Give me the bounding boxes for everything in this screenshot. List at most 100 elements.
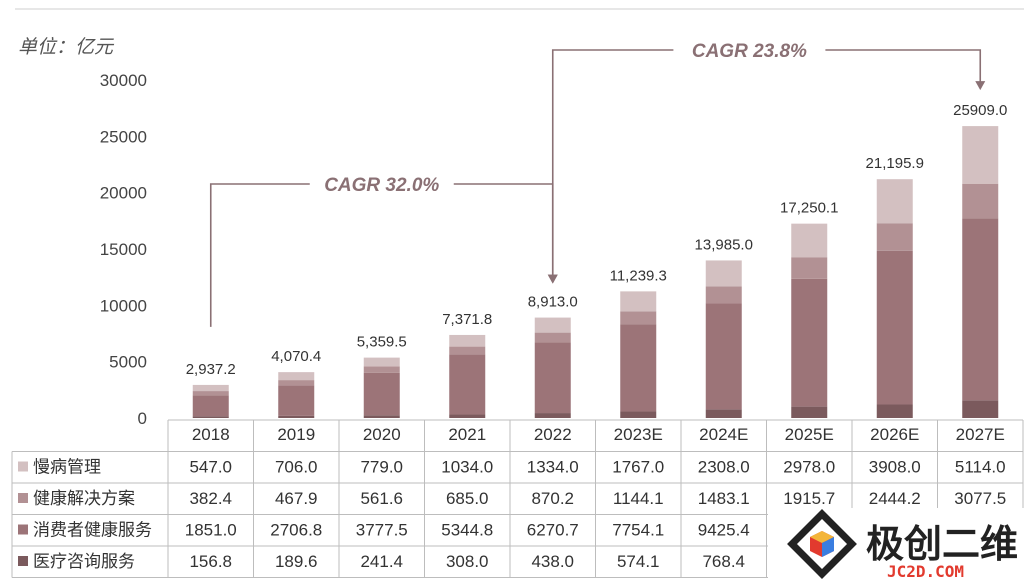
cagr-label: CAGR 32.0%	[324, 175, 439, 196]
x-category-label: 2018	[192, 425, 230, 444]
cagr-label: CAGR 23.8%	[692, 41, 807, 62]
cagr-arrow-icon	[975, 81, 986, 91]
table-cell: 1851.0	[185, 521, 237, 540]
bar-segment	[620, 411, 657, 418]
bar-segment	[534, 332, 571, 343]
bar-segment	[876, 404, 913, 418]
bar-segment	[620, 291, 657, 312]
bar-segment	[534, 342, 571, 414]
unit-label: 单位：亿元	[18, 36, 115, 58]
total-label: 17,250.1	[780, 200, 838, 217]
bar-segment	[705, 303, 742, 410]
x-category-label: 2019	[277, 425, 315, 444]
x-category-label: 2022	[534, 425, 572, 444]
watermark-text: 极创二维	[866, 522, 1018, 566]
table-cell: 382.4	[189, 489, 232, 508]
bar-segment	[534, 317, 571, 333]
bar-segment	[705, 286, 742, 304]
table-cell: 685.0	[446, 489, 489, 508]
table-cell: 2978.0	[783, 458, 835, 477]
bar-segment	[278, 380, 315, 386]
legend-label: 医疗咨询服务	[33, 552, 135, 571]
table-cell: 9425.4	[698, 521, 750, 540]
x-category-label: 2025E	[785, 425, 834, 444]
bar-segment	[876, 250, 913, 405]
table-cell: 3908.0	[869, 458, 921, 477]
total-label: 4,070.4	[271, 348, 321, 365]
table-cell: 467.9	[275, 489, 318, 508]
legend-swatch	[18, 493, 28, 503]
data-table: 2018 2019 2020 2021 2022 2023E 2024E 2025E 2026E…	[11, 419, 1024, 578]
bar-segment	[363, 357, 400, 367]
total-label: 8,913.0	[528, 294, 578, 311]
table-cell: 156.8	[189, 552, 232, 571]
bar-segment	[791, 257, 828, 279]
table-cell: 574.1	[617, 552, 660, 571]
table-cell: 241.4	[360, 552, 403, 571]
bar-segment	[962, 218, 999, 401]
table-cell: 1334.0	[527, 458, 579, 477]
total-label: 11,239.3	[610, 267, 667, 284]
bar-segment	[791, 223, 828, 258]
total-label: 21,195.9	[866, 155, 924, 172]
bar-segment	[449, 334, 486, 347]
legend-label: 消费者健康服务	[33, 521, 152, 540]
table-cell: 1767.0	[612, 458, 664, 477]
watermark: 极创二维 JC2D.COM	[768, 508, 1028, 585]
cagr-annotations: CAGR 32.0% CAGR 23.8%	[209, 41, 986, 327]
bar-segment	[192, 384, 229, 392]
table-cell: 2444.2	[869, 489, 921, 508]
bar-segment	[192, 391, 229, 396]
bar-segment	[534, 413, 571, 418]
table-cell: 779.0	[360, 458, 403, 477]
total-label: 7,371.8	[442, 311, 492, 328]
bar-segment	[363, 415, 400, 418]
bars	[192, 126, 999, 418]
cagr-line-left	[209, 183, 310, 327]
table-cell: 1144.1	[613, 489, 664, 508]
total-labels: 2,937.2 4,070.4 5,359.5 7,371.8 8,913.0 11,23…	[186, 102, 1008, 378]
bar-segment	[791, 406, 828, 418]
x-category-label: 2023E	[614, 425, 663, 444]
cagr-line-right	[453, 183, 554, 276]
table-cell: 1034.0	[441, 458, 493, 477]
table-cell: 1483.1	[698, 489, 750, 508]
table-cell: 706.0	[275, 458, 318, 477]
legend-swatch	[18, 556, 28, 566]
table-cell: 6270.7	[527, 521, 579, 540]
bar-segment	[278, 372, 315, 381]
y-tick-label: 5000	[109, 353, 147, 372]
watermark-logo-icon	[787, 509, 857, 579]
bar-segment	[363, 372, 400, 416]
y-axis: 0 5000 10000 15000 20000 25000 30000	[100, 71, 147, 428]
bar-segment	[363, 366, 400, 373]
bar-segment	[192, 416, 229, 418]
x-category-label: 2020	[363, 425, 401, 444]
bar-segment	[192, 395, 229, 417]
y-tick-label: 0	[138, 409, 147, 428]
bar-segment	[705, 260, 742, 287]
legend-label: 慢病管理	[33, 457, 101, 477]
table-cell: 1915.7	[783, 489, 835, 508]
bar-segment	[705, 409, 742, 418]
legend-label: 健康解决方案	[33, 489, 135, 508]
table-cell: 768.4	[702, 552, 745, 571]
legend-swatch	[18, 524, 28, 535]
table-cell: 189.6	[275, 552, 318, 571]
bar-segment	[962, 183, 999, 219]
table-cell: 870.2	[531, 489, 574, 508]
bar-segment	[962, 126, 999, 184]
y-tick-label: 10000	[100, 296, 147, 315]
x-category-label: 2021	[448, 425, 486, 444]
table-cell: 2706.8	[270, 521, 322, 540]
table-cell: 7754.1	[612, 521, 664, 540]
table-cell: 547.0	[189, 458, 232, 477]
cagr-line-right	[825, 49, 982, 85]
x-category-label: 2026E	[870, 425, 919, 444]
total-label: 5,359.5	[357, 334, 407, 351]
bar-segment	[620, 324, 657, 412]
total-label: 13,985.0	[695, 236, 753, 253]
legend-swatch	[18, 461, 28, 472]
table-cell: 2308.0	[698, 458, 750, 477]
